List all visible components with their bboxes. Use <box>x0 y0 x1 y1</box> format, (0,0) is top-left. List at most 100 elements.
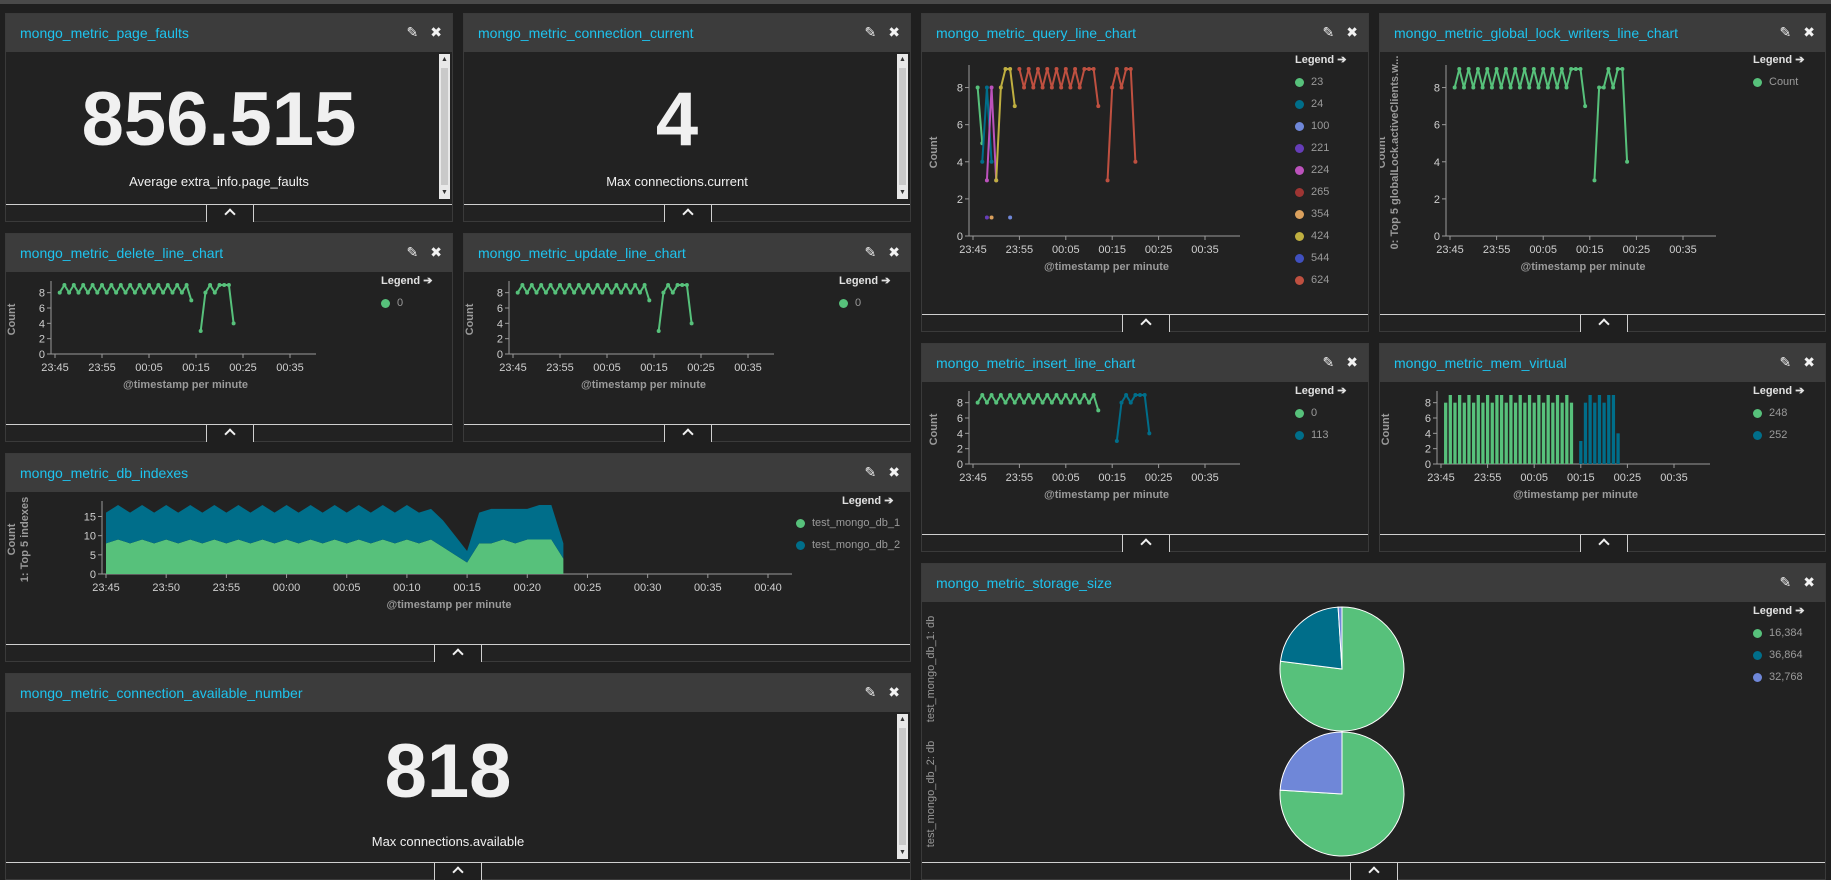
panel-title[interactable]: mongo_metric_query_line_chart <box>936 25 1136 41</box>
collapse-toggle[interactable] <box>664 424 712 442</box>
collapse-toggle[interactable] <box>206 424 254 442</box>
legend-title[interactable]: Legend ➔ <box>1295 54 1347 66</box>
panel-title[interactable]: mongo_metric_mem_virtual <box>1394 355 1567 371</box>
close-icon[interactable]: ✖ <box>888 464 900 480</box>
legend-item[interactable]: 424 <box>1295 225 1346 247</box>
legend-item[interactable]: 224 <box>1295 159 1346 181</box>
panel-title[interactable]: mongo_metric_connection_current <box>478 25 694 41</box>
panel-title[interactable]: mongo_metric_page_faults <box>20 25 189 41</box>
legend-item[interactable]: test_mongo_db_2 <box>796 534 900 556</box>
legend-item[interactable]: 221 <box>1295 137 1346 159</box>
close-icon[interactable]: ✖ <box>1803 574 1815 590</box>
pencil-icon[interactable]: ✎ <box>406 24 419 40</box>
pencil-icon[interactable]: ✎ <box>1779 354 1792 370</box>
collapse-toggle[interactable] <box>664 204 712 222</box>
pencil-icon[interactable]: ✎ <box>406 244 419 260</box>
legend-item[interactable]: 23 <box>1295 71 1346 93</box>
scrollbar-thumb[interactable] <box>899 728 906 845</box>
legend-item[interactable]: 16,384 <box>1753 622 1804 644</box>
legend-swatch <box>1295 209 1304 219</box>
collapse-toggle[interactable] <box>434 644 482 662</box>
panel-title[interactable]: mongo_metric_storage_size <box>936 575 1112 591</box>
panel-title[interactable]: mongo_metric_delete_line_chart <box>20 245 224 261</box>
legend-item[interactable]: 252 <box>1753 424 1804 446</box>
panel-title[interactable]: mongo_metric_update_line_chart <box>478 245 686 261</box>
vertical-scrollbar[interactable]: ▲ ▼ <box>897 714 908 859</box>
legend-item[interactable]: 32,768 <box>1753 666 1804 688</box>
collapse-toggle[interactable] <box>1350 862 1398 880</box>
legend-toggle-icon[interactable]: ➔ <box>1795 385 1805 397</box>
legend-item[interactable]: 0 <box>839 292 890 314</box>
legend-toggle-icon[interactable]: ➔ <box>1337 54 1347 66</box>
pencil-icon[interactable]: ✎ <box>864 24 877 40</box>
close-icon[interactable]: ✖ <box>1346 24 1358 40</box>
data-bar <box>1481 402 1485 464</box>
legend-item[interactable]: 624 <box>1295 269 1346 291</box>
panel-title[interactable]: mongo_metric_db_indexes <box>20 465 189 481</box>
collapse-toggle[interactable] <box>434 862 482 880</box>
pencil-icon[interactable]: ✎ <box>1779 574 1792 590</box>
legend-item[interactable]: 24 <box>1295 93 1346 115</box>
legend-item[interactable]: 544 <box>1295 247 1346 269</box>
legend-title[interactable]: Legend ➔ <box>839 275 891 287</box>
x-axis-title: @timestamp per minute <box>386 599 511 611</box>
close-icon[interactable]: ✖ <box>888 24 900 40</box>
legend-item[interactable]: 265 <box>1295 181 1346 203</box>
legend-title[interactable]: Legend ➔ <box>1295 385 1347 397</box>
panel-connection-available: mongo_metric_connection_available_number… <box>5 673 911 880</box>
legend-item[interactable]: 354 <box>1295 203 1346 225</box>
collapse-toggle[interactable] <box>206 204 254 222</box>
close-icon[interactable]: ✖ <box>430 24 442 40</box>
vertical-scrollbar[interactable]: ▲ ▼ <box>439 54 450 199</box>
scrollbar-thumb[interactable] <box>441 68 448 185</box>
legend-title[interactable]: Legend ➔ <box>1753 385 1805 397</box>
legend-item[interactable]: 113 <box>1295 424 1346 446</box>
scrollbar-thumb[interactable] <box>899 68 906 185</box>
legend-item[interactable]: Count <box>1753 71 1804 93</box>
x-tick-label: 23:45 <box>1436 244 1464 256</box>
close-icon[interactable]: ✖ <box>888 684 900 700</box>
pencil-icon[interactable]: ✎ <box>864 684 877 700</box>
x-tick-label: 23:55 <box>1006 472 1034 484</box>
legend-title[interactable]: Legend ➔ <box>1753 605 1805 617</box>
pencil-icon[interactable]: ✎ <box>1322 354 1335 370</box>
legend-item[interactable]: 36,864 <box>1753 644 1804 666</box>
legend-toggle-icon[interactable]: ➔ <box>1337 385 1347 397</box>
legend-item[interactable]: 0 <box>1295 402 1346 424</box>
panel-controls: ✎ ✖ <box>1780 24 1815 41</box>
collapse-toggle[interactable] <box>1580 534 1628 552</box>
x-tick-label: 00:15 <box>1567 472 1595 484</box>
legend-item[interactable]: 100 <box>1295 115 1346 137</box>
legend-toggle-icon[interactable]: ➔ <box>1795 605 1805 617</box>
legend-item[interactable]: 248 <box>1753 402 1804 424</box>
legend-item[interactable]: test_mongo_db_1 <box>796 512 900 534</box>
legend-toggle-icon[interactable]: ➔ <box>423 275 433 287</box>
vertical-scrollbar[interactable]: ▲ ▼ <box>897 54 908 199</box>
panel-title[interactable]: mongo_metric_connection_available_number <box>20 685 303 701</box>
close-icon[interactable]: ✖ <box>1346 354 1358 370</box>
panel-controls: ✎ ✖ <box>407 24 442 41</box>
legend-toggle-icon[interactable]: ➔ <box>884 495 894 507</box>
legend-title[interactable]: Legend ➔ <box>842 495 894 507</box>
panel-title[interactable]: mongo_metric_global_lock_writers_line_ch… <box>1394 25 1679 41</box>
legend-title[interactable]: Legend ➔ <box>1753 54 1805 66</box>
panel-title[interactable]: mongo_metric_insert_line_chart <box>936 355 1136 371</box>
pencil-icon[interactable]: ✎ <box>864 244 877 260</box>
panel-header: mongo_metric_page_faults ✎ ✖ <box>6 14 452 52</box>
collapse-toggle[interactable] <box>1122 534 1170 552</box>
close-icon[interactable]: ✖ <box>888 244 900 260</box>
collapse-toggle[interactable] <box>1122 314 1170 332</box>
pencil-icon[interactable]: ✎ <box>1322 24 1335 40</box>
close-icon[interactable]: ✖ <box>1803 24 1815 40</box>
legend-title[interactable]: Legend ➔ <box>381 275 433 287</box>
close-icon[interactable]: ✖ <box>1803 354 1815 370</box>
pencil-icon[interactable]: ✎ <box>1779 24 1792 40</box>
pencil-icon[interactable]: ✎ <box>864 464 877 480</box>
data-bar <box>1444 402 1448 464</box>
close-icon[interactable]: ✖ <box>430 244 442 260</box>
legend-toggle-icon[interactable]: ➔ <box>881 275 891 287</box>
legend-toggle-icon[interactable]: ➔ <box>1795 54 1805 66</box>
collapse-toggle[interactable] <box>1580 314 1628 332</box>
mem-virtual-bar-chart: 0 2 4 6 8 23:45 23:55 00:05 00:15 00:25 00:35 @time… <box>1380 391 1710 501</box>
legend-item[interactable]: 0 <box>381 292 432 314</box>
